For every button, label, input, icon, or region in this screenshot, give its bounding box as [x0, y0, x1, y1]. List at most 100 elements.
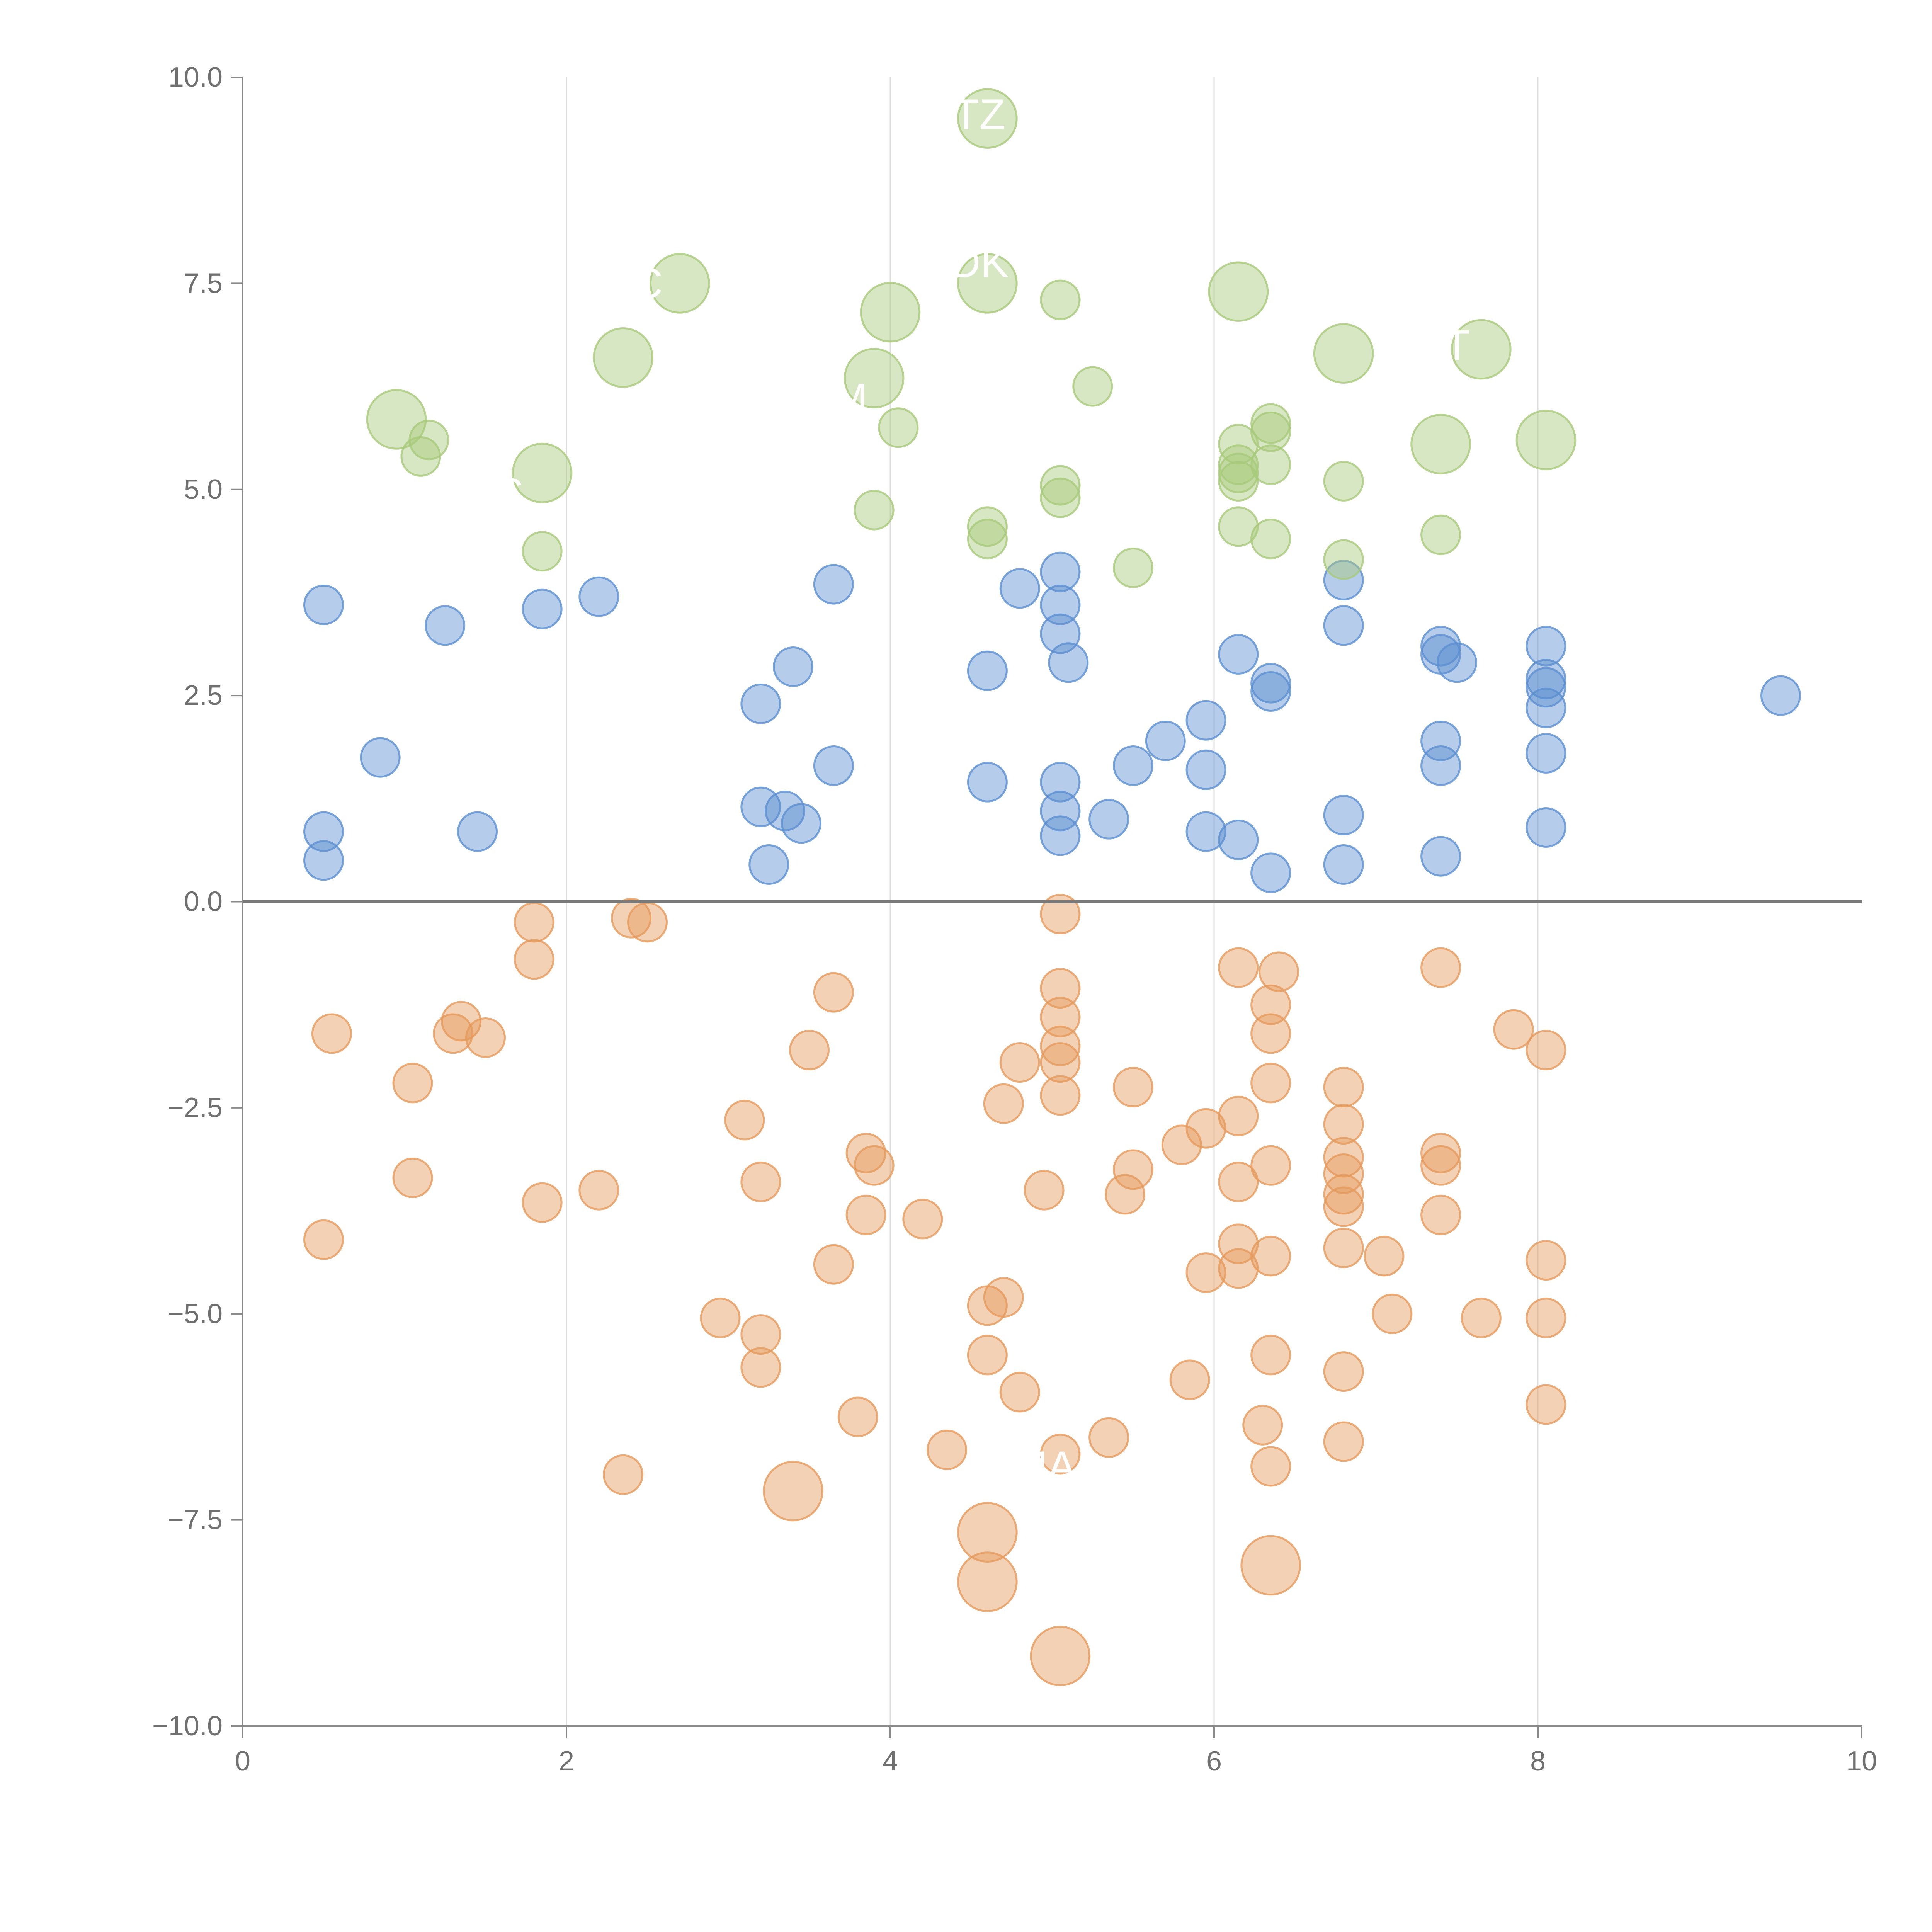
data-point-series-2: [1040, 894, 1081, 935]
axes: −10.0 −7.5 −5.0 −2.5 0.0 2.5 5.0 7.5 10.0 0 2 4 6 8 10: [152, 62, 1877, 1777]
data-point-series-2: [1323, 1137, 1364, 1178]
data-point-series-2: [1250, 1446, 1291, 1487]
data-point-series-2: [1040, 1434, 1081, 1475]
data-point-series-3: [967, 519, 1008, 560]
data-point-series-1: [1218, 634, 1259, 675]
data-point-series-2: [1185, 1108, 1226, 1149]
data-point-series-2: [763, 1461, 823, 1522]
data-point-series-2: [983, 1083, 1024, 1124]
data-point-series-1: [1323, 560, 1364, 600]
data-point-series-2: [1526, 1240, 1566, 1281]
data-point-series-1: [1437, 642, 1477, 683]
x-tick-label: 6: [1206, 1746, 1222, 1777]
data-point-series-2: [1323, 1351, 1364, 1392]
data-point-series-2: [1088, 1417, 1129, 1458]
data-point-series-2: [1323, 1104, 1364, 1145]
data-point-series-2: [1250, 1145, 1291, 1186]
data-point-series-2: [1493, 1009, 1534, 1050]
data-point-series-3: [1313, 323, 1374, 384]
data-point-series-2: [983, 1277, 1024, 1318]
data-point-series-1: [1323, 844, 1364, 885]
data-point-series-2: [1185, 1252, 1226, 1293]
data-point-series-2: [1250, 984, 1291, 1025]
data-point-series-2: [1323, 1228, 1364, 1269]
data-point-series-1: [999, 568, 1040, 609]
data-point-series-3: [1208, 261, 1269, 322]
data-point-series-2: [303, 1219, 344, 1260]
data-point-series-2: [957, 1551, 1018, 1612]
data-point-series-2: [1218, 1223, 1259, 1264]
data-point-series-2: [999, 1372, 1040, 1413]
data-point-series-1: [1323, 794, 1364, 835]
data-point-series-1: [1250, 663, 1291, 704]
data-point-series-2: [854, 1145, 895, 1186]
data-point-series-2: [999, 1042, 1040, 1083]
data-point-series-1: [578, 576, 619, 617]
data-point-series-1: [1420, 626, 1461, 667]
data-point-series-1: [1250, 671, 1291, 712]
data-point-series-3: [1250, 444, 1291, 485]
y-tick-label: −10.0: [152, 1711, 223, 1742]
x-tick-label: 8: [1530, 1746, 1546, 1777]
data-point-series-3: [1040, 465, 1081, 506]
data-point-series-2: [1242, 1405, 1283, 1446]
data-point-series-3: [957, 88, 1018, 149]
data-point-series-1: [748, 844, 789, 885]
data-point-series-1: [1250, 852, 1291, 893]
data-point-series-2: [837, 1396, 878, 1437]
data-point-series-3: [1410, 414, 1471, 474]
data-point-series-2: [611, 898, 652, 939]
data-point-series-2: [311, 1013, 352, 1054]
data-point-series-1: [1323, 605, 1364, 646]
data-point-series-2: [1250, 1063, 1291, 1104]
data-point-series-2: [1461, 1298, 1502, 1338]
data-point-series-2: [1040, 1026, 1081, 1066]
data-point-series-1: [303, 811, 344, 852]
data-point-series-3: [1323, 461, 1364, 502]
data-point-series-1: [1040, 762, 1081, 803]
data-point-series-2: [1040, 1042, 1081, 1083]
data-point-series-3: [649, 253, 710, 314]
data-point-series-2: [1250, 1335, 1291, 1376]
data-point-series-3: [1420, 514, 1461, 555]
point-label: DK: [950, 239, 1009, 287]
data-point-series-2: [1218, 1095, 1259, 1136]
data-point-series-2: [627, 902, 668, 943]
data-point-series-2: [514, 902, 554, 943]
data-point-series-3: [957, 253, 1018, 314]
data-point-series-2: [1030, 1626, 1091, 1686]
data-point-series-2: [1113, 1067, 1153, 1108]
data-point-series-2: [813, 972, 854, 1013]
data-point-series-2: [441, 1001, 482, 1042]
data-point-series-1: [740, 683, 781, 724]
data-point-series-2: [392, 1157, 433, 1198]
data-point-series-2: [392, 1063, 433, 1104]
data-point-series-3: [408, 420, 449, 461]
data-point-series-1: [1526, 687, 1566, 728]
data-point-series-1: [1526, 733, 1566, 774]
data-point-series-2: [967, 1335, 1008, 1376]
y-tick-label: 2.5: [184, 680, 223, 711]
data-point-series-1: [1113, 745, 1153, 786]
data-point-series-3: [1250, 519, 1291, 560]
data-point-series-2: [957, 1502, 1018, 1563]
data-point-series-2: [1323, 1174, 1364, 1215]
data-point-series-2: [603, 1454, 644, 1495]
data-point-series-1: [360, 737, 401, 778]
data-point-series-3: [1040, 477, 1081, 518]
data-point-series-1: [1145, 720, 1186, 761]
point-label: E: [738, 1467, 767, 1515]
data-point-series-1: [1040, 584, 1081, 625]
data-point-series-1: [1526, 667, 1566, 708]
data-point-series-3: [1323, 539, 1364, 580]
data-point-series-2: [1526, 1298, 1566, 1338]
data-point-series-1: [1048, 642, 1089, 683]
data-point-series-2: [1420, 1145, 1461, 1186]
data-point-series-2: [1323, 1186, 1364, 1227]
data-point-series-2: [927, 1429, 968, 1470]
data-point-series-2: [514, 939, 554, 980]
x-tick-label: 4: [883, 1746, 898, 1777]
data-point-series-2: [1218, 1248, 1259, 1289]
data-point-series-1: [303, 840, 344, 881]
